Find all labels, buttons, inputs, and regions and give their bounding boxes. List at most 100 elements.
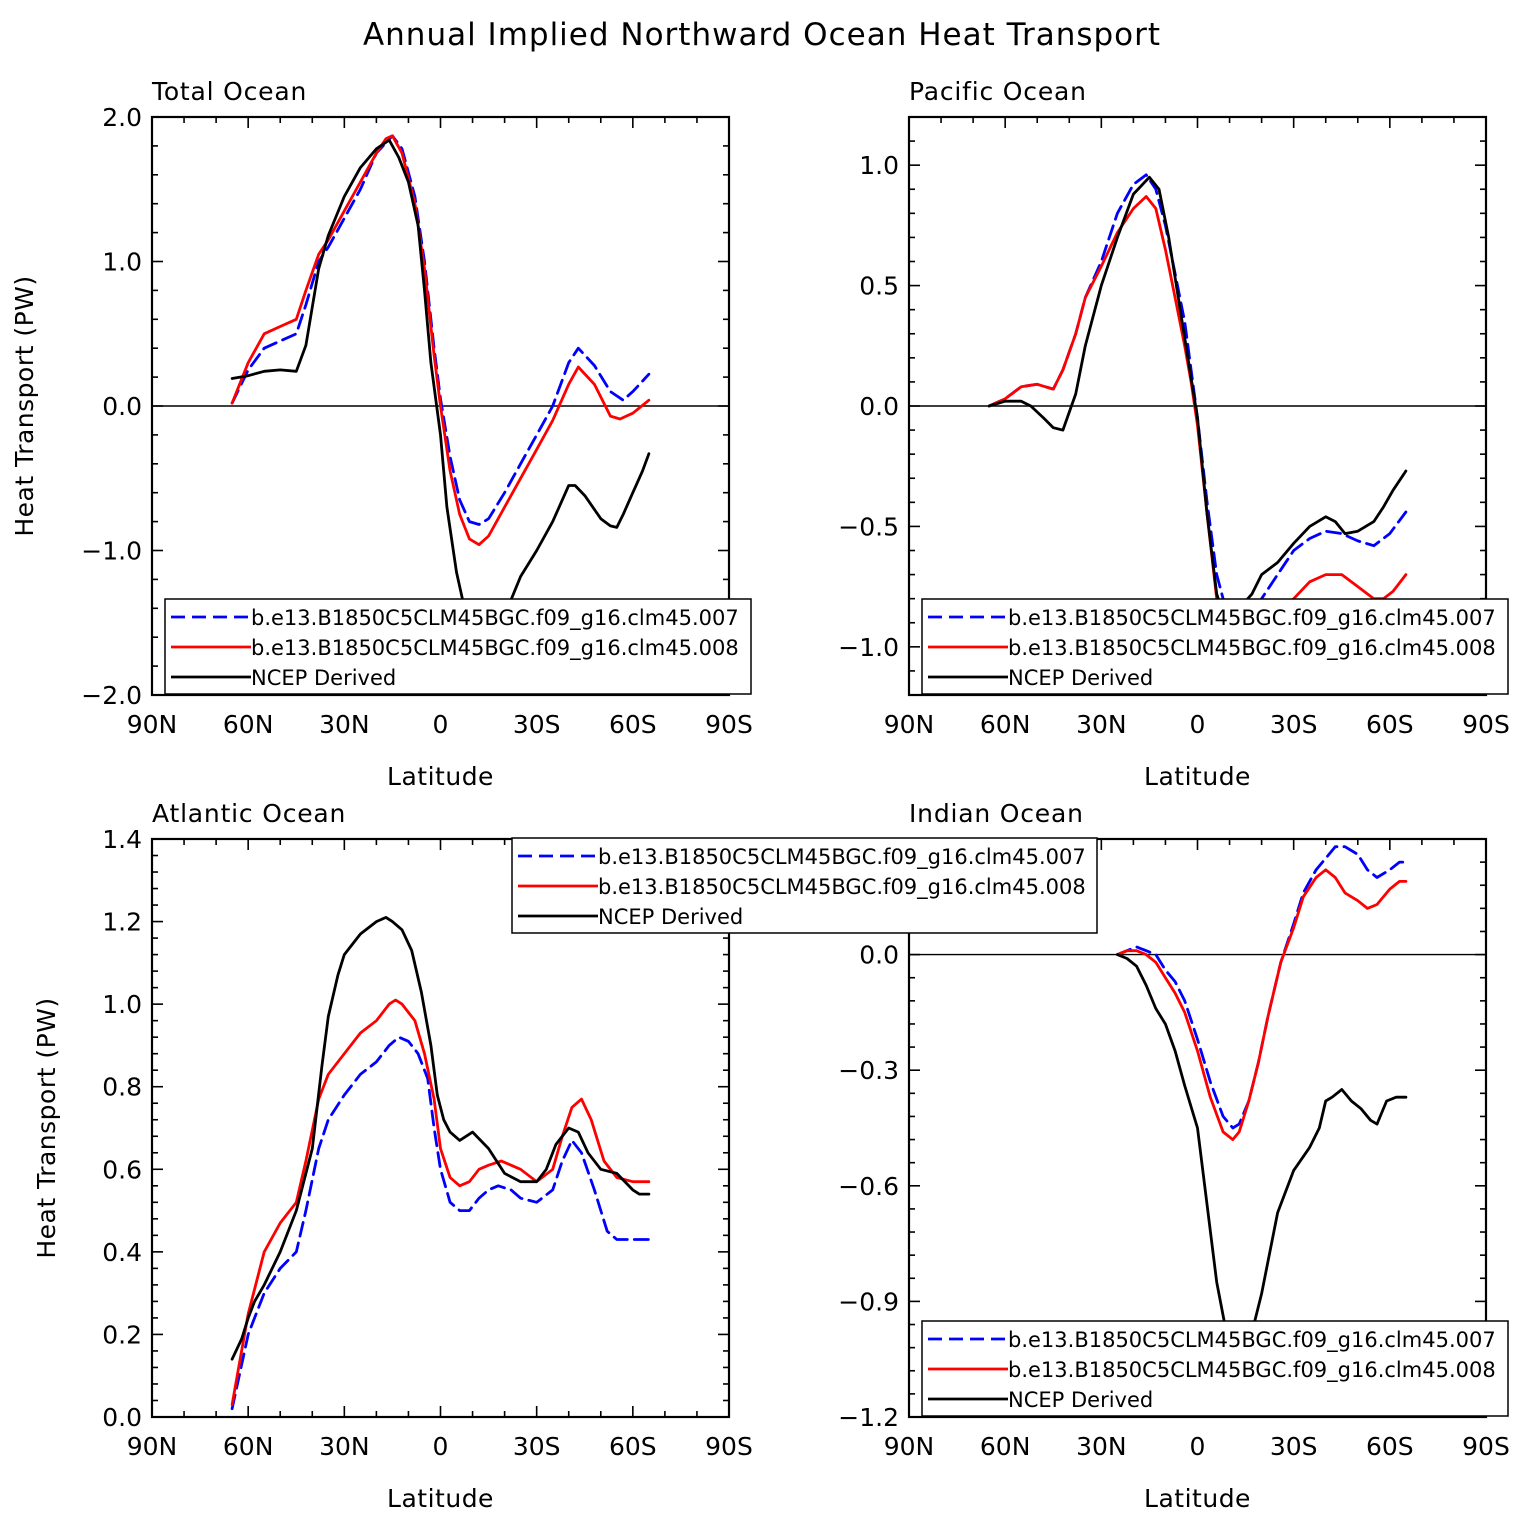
pacific-legend-box (921, 598, 1509, 695)
indian-series-line-1 (1116, 845, 1408, 1130)
indian-ytick-label: −0.6 (838, 1172, 899, 1201)
total-panel: Total Ocean 90N 60N 30N 0 30S 60S 90S −2.0 −1.0 0.… (10, 77, 753, 791)
pacific-xtick-label: 90N (884, 710, 935, 739)
total-xtick-label: 90S (705, 710, 753, 739)
atlantic-legend-box (511, 837, 1098, 934)
total-legend-box (164, 598, 752, 695)
pacific-plot-frame (907, 115, 1488, 697)
pacific-ytick-label: 0.5 (859, 272, 899, 301)
indian-ytick-label: −1.2 (838, 1403, 899, 1432)
total-series-line-1 (230, 134, 651, 526)
pacific-xtick-label: 90S (1462, 710, 1510, 739)
total-plot-frame (150, 115, 731, 697)
indian-xlabel: Latitude (1144, 1484, 1251, 1513)
indian-panel-title: Indian Ocean (909, 799, 1084, 828)
indian-xtick-label: 60N (980, 1432, 1031, 1461)
pacific-series-group (987, 173, 1408, 661)
pacific-xlabel: Latitude (1144, 762, 1251, 791)
indian-xtick-label: 30S (1270, 1432, 1318, 1461)
indian-series-line-3 (1116, 953, 1408, 1361)
indian-ytick-label: 0.0 (859, 941, 899, 970)
total-xtick-label: 30S (513, 710, 561, 739)
pacific-legend-label: NCEP Derived (1008, 666, 1153, 690)
total-legend-label: b.e13.B1850C5CLM45BGC.f09_g16.clm45.008 (251, 636, 739, 661)
total-xtick-label: 30N (319, 710, 370, 739)
atlantic-legend-label: b.e13.B1850C5CLM45BGC.f09_g16.clm45.008 (598, 875, 1086, 900)
indian-legend: b.e13.B1850C5CLM45BGC.f09_g16.clm45.007b… (921, 1320, 1509, 1417)
total-series-group (230, 134, 651, 646)
indian-ytick-label: −0.9 (838, 1287, 899, 1316)
total-panel-title: Total Ocean (151, 77, 307, 106)
total-legend-label: b.e13.B1850C5CLM45BGC.f09_g16.clm45.007 (251, 606, 739, 631)
figure-title: Annual Implied Northward Ocean Heat Tran… (363, 17, 1161, 53)
total-ytick-label: 1.0 (102, 248, 142, 277)
atlantic-legend: b.e13.B1850C5CLM45BGC.f09_g16.clm45.007b… (511, 837, 1098, 934)
atlantic-xtick-label: 0 (433, 1432, 449, 1461)
pacific-panel: Pacific Ocean 90N 60N 30N 0 30S 60S 90S −1.0 −0.5… (838, 77, 1510, 791)
pacific-legend-label: b.e13.B1850C5CLM45BGC.f09_g16.clm45.008 (1008, 636, 1496, 661)
atlantic-ylabel: Heat Transport (PW) (32, 997, 61, 1258)
atlantic-ytick-label: 1.0 (102, 990, 142, 1019)
atlantic-xtick-label: 60S (609, 1432, 657, 1461)
atlantic-panel-title: Atlantic Ocean (152, 799, 346, 828)
total-legend-label: NCEP Derived (251, 666, 396, 690)
total-xtick-label: 0 (433, 710, 449, 739)
total-xtick-label: 60N (223, 710, 274, 739)
atlantic-ytick-label: 0.4 (102, 1238, 142, 1267)
indian-xtick-label: 90S (1462, 1432, 1510, 1461)
atlantic-series-group (230, 916, 651, 1411)
total-ytick-label: 0.0 (102, 392, 142, 421)
pacific-legend: b.e13.B1850C5CLM45BGC.f09_g16.clm45.007b… (921, 598, 1509, 695)
atlantic-legend-label: b.e13.B1850C5CLM45BGC.f09_g16.clm45.007 (598, 845, 1086, 870)
pacific-ytick-label: −0.5 (838, 512, 899, 541)
pacific-ytick-label: 1.0 (859, 151, 899, 180)
atlantic-xtick-label: 30S (513, 1432, 561, 1461)
indian-series-group (1116, 845, 1408, 1361)
indian-legend-label: b.e13.B1850C5CLM45BGC.f09_g16.clm45.007 (1008, 1328, 1496, 1353)
pacific-series-line-3 (987, 175, 1408, 625)
atlantic-xtick-label: 90N (127, 1432, 178, 1461)
total-xlabel: Latitude (387, 762, 494, 791)
atlantic-ytick-label: 0.8 (102, 1073, 142, 1102)
pacific-legend-label: b.e13.B1850C5CLM45BGC.f09_g16.clm45.007 (1008, 606, 1496, 631)
total-legend: b.e13.B1850C5CLM45BGC.f09_g16.clm45.007b… (164, 598, 752, 695)
pacific-ytick-label: 0.0 (859, 392, 899, 421)
indian-legend-box (921, 1320, 1509, 1417)
pacific-xtick-label: 60N (980, 710, 1031, 739)
indian-xtick-label: 0 (1190, 1432, 1206, 1461)
atlantic-ytick-label: 0.6 (102, 1155, 142, 1184)
atlantic-series-line-3 (230, 916, 651, 1361)
pacific-panel-title: Pacific Ocean (909, 77, 1087, 106)
pacific-xtick-label: 0 (1190, 710, 1206, 739)
total-xtick-label: 60S (609, 710, 657, 739)
pacific-xtick-label: 30S (1270, 710, 1318, 739)
indian-legend-label: NCEP Derived (1008, 1388, 1153, 1412)
total-series-line-3 (230, 138, 651, 646)
indian-legend-label: b.e13.B1850C5CLM45BGC.f09_g16.clm45.008 (1008, 1358, 1496, 1383)
total-series-line-2 (230, 134, 651, 547)
indian-xtick-label: 60S (1366, 1432, 1414, 1461)
atlantic-ytick-label: 1.2 (102, 908, 142, 937)
atlantic-panel: Atlantic Ocean 90N 60N 30N 0 30S 60S 90S 0.0 0.2 0… (32, 799, 753, 1513)
atlantic-ytick-label: 1.4 (102, 825, 142, 854)
atlantic-legend-label: NCEP Derived (598, 905, 743, 929)
indian-plot-frame (907, 837, 1488, 1419)
pacific-series-line-1 (987, 173, 1408, 625)
indian-xtick-label: 90N (884, 1432, 935, 1461)
pacific-xtick-label: 60S (1366, 710, 1414, 739)
atlantic-xtick-label: 30N (319, 1432, 370, 1461)
indian-panel: Indian Ocean 90N 60N 30N 0 30S 60S 90S −1.2 −0.9 −… (838, 799, 1510, 1513)
total-ylabel: Heat Transport (PW) (10, 275, 39, 536)
atlantic-ytick-label: 0.0 (102, 1403, 142, 1432)
total-ytick-label: 2.0 (102, 103, 142, 132)
pacific-xtick-label: 30N (1076, 710, 1127, 739)
atlantic-xlabel: Latitude (387, 1484, 494, 1513)
atlantic-xtick-label: 60N (223, 1432, 274, 1461)
atlantic-series-line-2 (230, 998, 651, 1406)
atlantic-series-line-1 (230, 1035, 651, 1411)
indian-xtick-label: 30N (1076, 1432, 1127, 1461)
atlantic-ytick-label: 0.2 (102, 1320, 142, 1349)
atlantic-xtick-label: 90S (705, 1432, 753, 1461)
total-xtick-label: 90N (127, 710, 178, 739)
